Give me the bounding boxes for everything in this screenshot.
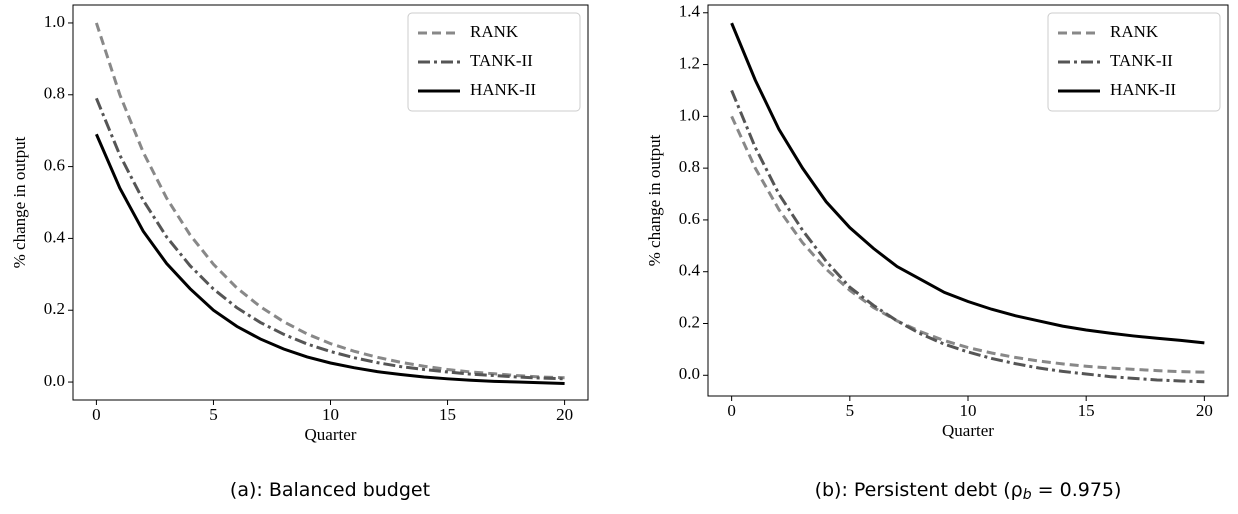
caption-text: (a): Balanced budget xyxy=(230,479,430,501)
legend-box xyxy=(407,12,581,112)
y-tick-label: 1.0 xyxy=(679,105,700,124)
x-tick-label: 5 xyxy=(846,401,855,420)
legend-label: TANK-II xyxy=(470,51,533,70)
legend-label: HANK-II xyxy=(1110,80,1176,99)
y-axis-label: % change in output xyxy=(10,136,29,268)
y-tick-label: 0.2 xyxy=(679,312,700,331)
caption: (a): Balanced budget xyxy=(230,479,430,501)
y-tick-label: 0.6 xyxy=(679,209,700,228)
line-series xyxy=(730,115,1205,374)
x-tick-label: 10 xyxy=(322,405,339,424)
caption-end: = 0.975) xyxy=(1032,479,1122,501)
line-series xyxy=(94,22,565,380)
y-tick-label: 0.6 xyxy=(44,155,65,174)
line-series xyxy=(730,22,1205,345)
x-tick-label: 20 xyxy=(556,405,573,424)
x-tick-label: 15 xyxy=(1078,401,1095,420)
y-axis-label: % change in output xyxy=(645,134,664,266)
x-axis-label: Quarter xyxy=(305,425,357,444)
y-tick-label: 0.2 xyxy=(44,299,65,318)
caption-subscript: b xyxy=(1023,487,1032,503)
y-tick-label: 0.8 xyxy=(679,157,700,176)
y-tick-label: 1.0 xyxy=(44,12,65,31)
x-tick-label: 0 xyxy=(727,401,736,420)
y-tick-label: 0.0 xyxy=(44,371,65,390)
legend-label: TANK-II xyxy=(1110,51,1173,70)
y-tick-label: 1.2 xyxy=(679,53,700,72)
line-series xyxy=(95,133,565,385)
x-tick-label: 0 xyxy=(92,405,101,424)
y-tick-label: 0.4 xyxy=(679,261,701,280)
legend-box xyxy=(1047,12,1221,112)
caption-text: (b): Persistent debt (ρ xyxy=(815,479,1023,501)
legend-label: RANK xyxy=(1110,22,1159,41)
line-series xyxy=(95,97,565,381)
legend-label: RANK xyxy=(470,22,519,41)
y-tick-label: 0.8 xyxy=(44,84,65,103)
y-tick-label: 1.4 xyxy=(679,2,701,21)
legend-label: HANK-II xyxy=(470,80,536,99)
x-tick-label: 5 xyxy=(209,405,218,424)
x-tick-label: 15 xyxy=(439,405,456,424)
caption: (b): Persistent debt (ρb = 0.975) xyxy=(815,479,1122,504)
y-tick-label: 0.0 xyxy=(679,364,700,383)
line-series xyxy=(730,89,1205,384)
x-tick-label: 10 xyxy=(960,401,977,420)
y-tick-label: 0.4 xyxy=(44,227,66,246)
x-axis-label: Quarter xyxy=(942,421,994,440)
x-tick-label: 20 xyxy=(1196,401,1213,420)
